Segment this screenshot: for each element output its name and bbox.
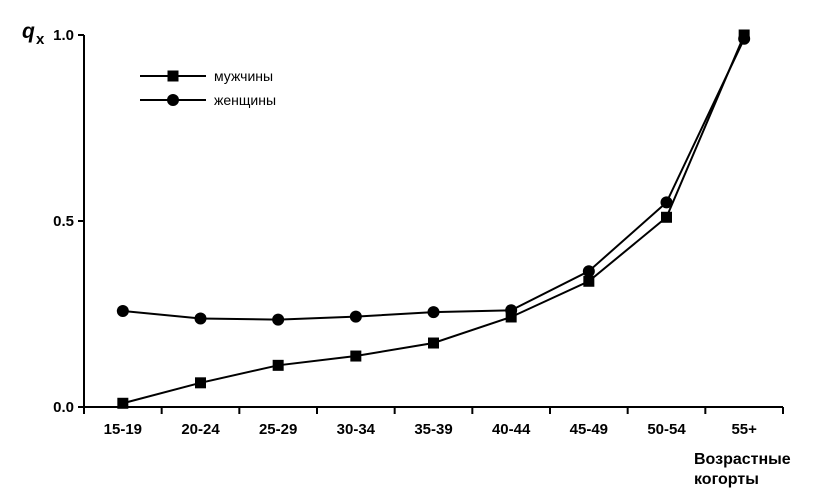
- data-point: [582, 265, 595, 278]
- x-tick-label: 50-54: [647, 421, 686, 438]
- data-point: [661, 211, 672, 223]
- data-point: [195, 377, 206, 389]
- data-point: [660, 196, 673, 209]
- axes: 0.0 0.5 1.0 15-19 20-24 25-29 30-34 35-39 40-44 4…: [53, 27, 784, 438]
- legend-label: мужчины: [214, 68, 273, 84]
- x-tick-label: 45-49: [570, 421, 608, 438]
- data-point: [505, 304, 518, 317]
- series-women: [116, 32, 751, 326]
- x-tick-label: 40-44: [492, 421, 531, 438]
- legend-label: женщины: [214, 92, 276, 108]
- legend-marker: [167, 70, 179, 82]
- x-tick-label: 35-39: [414, 421, 452, 438]
- x-tick-label: 20-24: [181, 421, 220, 438]
- data-point: [428, 337, 439, 349]
- legend-marker: [167, 94, 179, 106]
- data-point: [117, 397, 129, 409]
- data-point: [349, 310, 362, 323]
- series-layer: [116, 29, 751, 409]
- legend: мужчины женщины: [140, 68, 276, 108]
- data-point: [505, 311, 517, 323]
- y-tick-label: 0.5: [53, 213, 74, 230]
- data-point: [272, 313, 285, 326]
- data-point: [583, 275, 595, 287]
- data-point: [427, 306, 440, 319]
- series-men: [117, 29, 750, 409]
- legend-item-men: мужчины: [140, 68, 273, 84]
- x-tick-label: 30-34: [337, 421, 376, 438]
- y-axis-title-main: q: [22, 20, 35, 43]
- y-axis-title: q x: [22, 20, 45, 48]
- data-point: [272, 359, 284, 371]
- legend-item-women: женщины: [140, 92, 276, 108]
- x-tick-label: 55+: [731, 421, 757, 438]
- data-point: [116, 305, 129, 318]
- x-axis-title-line-2: когорты: [694, 471, 759, 488]
- y-axis-title-sub: x: [36, 31, 45, 48]
- x-tick-label: 25-29: [259, 421, 297, 438]
- data-point: [194, 312, 207, 325]
- data-point: [350, 350, 362, 362]
- data-point: [738, 32, 751, 45]
- y-tick-label: 1.0: [53, 27, 74, 44]
- x-tick-label: 15-19: [104, 421, 142, 438]
- x-axis-title: Возрастные когорты: [694, 451, 791, 488]
- x-axis-title-line-1: Возрастные: [694, 451, 791, 468]
- y-tick-label: 0.0: [53, 399, 74, 416]
